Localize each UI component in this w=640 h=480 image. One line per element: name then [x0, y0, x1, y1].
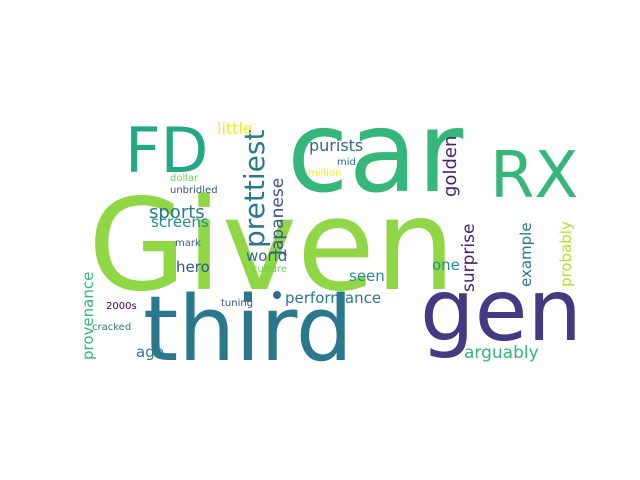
word-japanese: Japanese	[268, 178, 288, 256]
word-one: one	[432, 256, 460, 274]
word-culture: culture	[252, 264, 287, 275]
word-purists: purists	[309, 136, 363, 155]
word-little: little	[217, 119, 253, 138]
word-car: car	[287, 88, 464, 218]
dot-mark	[273, 291, 281, 299]
word-mark: mark	[175, 238, 201, 249]
word-sports: sports	[149, 202, 205, 223]
word-golden: golden	[440, 136, 461, 197]
word-world: world	[246, 247, 287, 265]
word-arguably: arguably	[464, 343, 539, 363]
word-prettiest: prettiest	[238, 130, 271, 248]
word-performance: performance	[285, 289, 381, 307]
word-probably: probably	[557, 221, 575, 287]
word-tuning: tuning	[221, 298, 253, 309]
word-surprise: surprise	[459, 224, 479, 292]
word-million: million	[308, 168, 341, 179]
word-age: age	[136, 343, 164, 361]
word-screens: screens	[151, 213, 209, 231]
word-unbridled: unbridled	[170, 185, 218, 196]
word-example: example	[517, 222, 535, 287]
word-gen: gen	[420, 261, 582, 361]
word-dollar: dollar	[170, 173, 199, 184]
word-third: third	[143, 277, 353, 382]
word-2000s: 2000s	[106, 301, 137, 312]
word-hero: hero	[176, 258, 210, 276]
word-given: Given	[88, 171, 455, 319]
word-mid: mid	[337, 157, 356, 168]
word-rx: RX	[490, 139, 578, 213]
word-cracked: cracked	[92, 322, 131, 333]
word-fd: FD	[125, 114, 208, 187]
word-provenance: provenance	[79, 272, 97, 360]
word-seen: seen	[349, 267, 385, 285]
